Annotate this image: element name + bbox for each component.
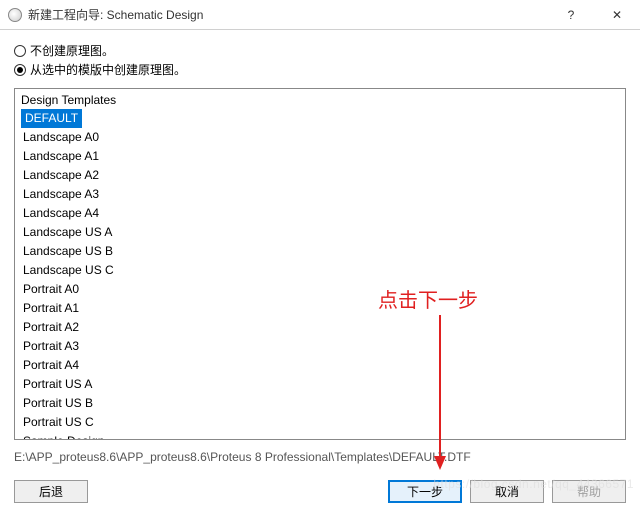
list-item[interactable]: Landscape A4 bbox=[21, 204, 619, 223]
list-item[interactable]: DEFAULT bbox=[21, 109, 82, 128]
list-item[interactable]: Portrait A3 bbox=[21, 337, 619, 356]
button-row: 后退 下一步 取消 帮助 bbox=[0, 480, 640, 503]
close-button[interactable]: ✕ bbox=[594, 0, 640, 30]
list-item[interactable]: Sample Design bbox=[21, 432, 619, 440]
template-listbox[interactable]: Design Templates DEFAULTLandscape A0Land… bbox=[14, 88, 626, 440]
radio-icon bbox=[14, 45, 26, 57]
list-item[interactable]: Landscape A3 bbox=[21, 185, 619, 204]
list-item[interactable]: Portrait A4 bbox=[21, 356, 619, 375]
radio-no-schematic[interactable]: 不创建原理图。 bbox=[14, 42, 626, 59]
cancel-button[interactable]: 取消 bbox=[470, 480, 544, 503]
list-item[interactable]: Landscape A0 bbox=[21, 128, 619, 147]
radio-label: 从选中的模版中创建原理图。 bbox=[30, 61, 186, 78]
app-icon bbox=[8, 8, 22, 22]
window-title: 新建工程向导: Schematic Design bbox=[28, 6, 548, 23]
help-button[interactable]: ? bbox=[548, 0, 594, 30]
list-item[interactable]: Landscape US A bbox=[21, 223, 619, 242]
list-item[interactable]: Portrait US B bbox=[21, 394, 619, 413]
list-item[interactable]: Portrait US A bbox=[21, 375, 619, 394]
template-path: E:\APP_proteus8.6\APP_proteus8.6\Proteus… bbox=[14, 450, 626, 464]
list-item[interactable]: Portrait A1 bbox=[21, 299, 619, 318]
list-item[interactable]: Portrait US C bbox=[21, 413, 619, 432]
listbox-header: Design Templates bbox=[21, 93, 619, 107]
list-item[interactable]: Landscape A1 bbox=[21, 147, 619, 166]
radio-icon bbox=[14, 64, 26, 76]
annotation-text: 点击下一步 bbox=[378, 284, 478, 313]
radio-from-template[interactable]: 从选中的模版中创建原理图。 bbox=[14, 61, 626, 78]
list-item[interactable]: Portrait A2 bbox=[21, 318, 619, 337]
back-button[interactable]: 后退 bbox=[14, 480, 88, 503]
list-item[interactable]: Landscape US B bbox=[21, 242, 619, 261]
help-button[interactable]: 帮助 bbox=[552, 480, 626, 503]
list-item[interactable]: Landscape A2 bbox=[21, 166, 619, 185]
titlebar: 新建工程向导: Schematic Design ? ✕ bbox=[0, 0, 640, 30]
dialog-content: 不创建原理图。 从选中的模版中创建原理图。 Design Templates D… bbox=[0, 30, 640, 472]
list-item[interactable]: Portrait A0 bbox=[21, 280, 619, 299]
next-button[interactable]: 下一步 bbox=[388, 480, 462, 503]
radio-label: 不创建原理图。 bbox=[30, 42, 114, 59]
list-item[interactable]: Landscape US C bbox=[21, 261, 619, 280]
